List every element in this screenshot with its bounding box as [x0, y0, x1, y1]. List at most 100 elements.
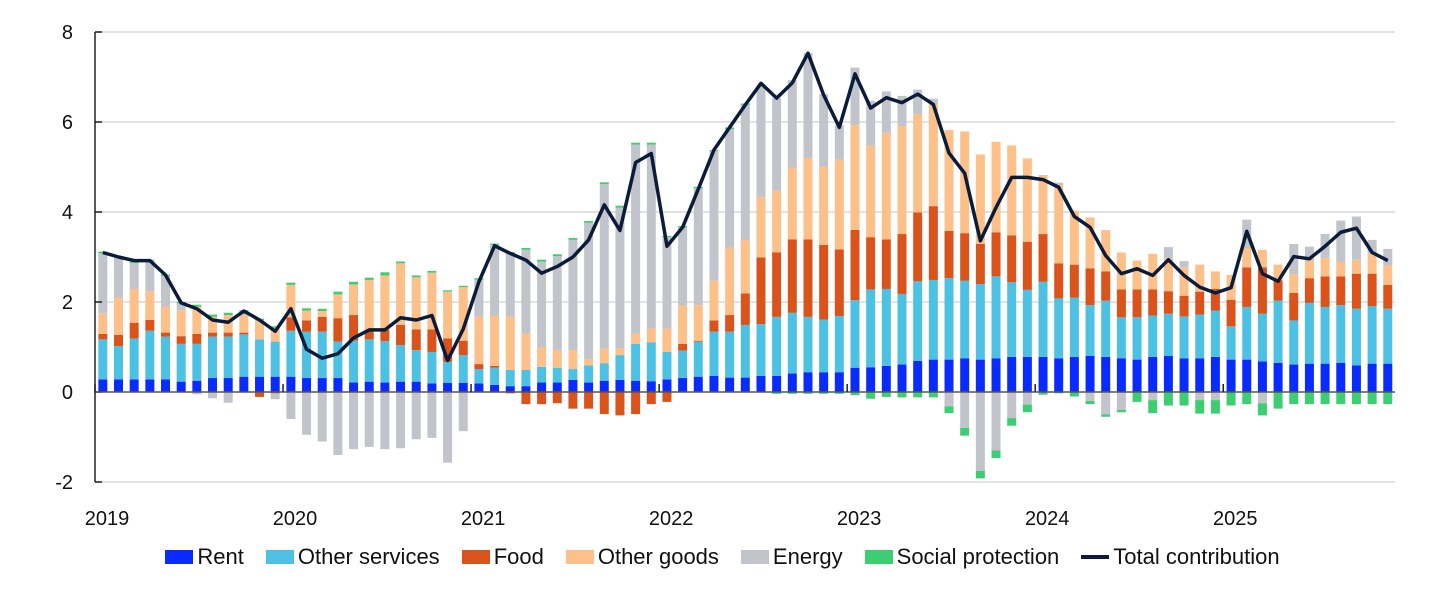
bar-other-services [991, 276, 1001, 359]
bar-rent [1242, 359, 1252, 392]
bar-energy [1304, 246, 1314, 261]
bar-other-services [396, 345, 406, 382]
bar-other-goods [302, 310, 312, 321]
bar-other-services [584, 365, 594, 383]
bar-rent [693, 376, 703, 392]
bar-other-services [1116, 317, 1126, 359]
bar-energy [928, 98, 938, 104]
bar-other-services [411, 350, 421, 382]
bar-food [145, 320, 155, 331]
bar-energy [396, 392, 406, 449]
bar-rent [897, 364, 907, 392]
bar-energy [756, 86, 766, 198]
bar-social-protection [1132, 392, 1142, 402]
bar-social-protection [302, 308, 312, 311]
bar-food [709, 320, 719, 332]
bar-other-goods [1289, 274, 1299, 293]
bar-other-goods [333, 294, 343, 319]
bar-other-services [787, 312, 797, 374]
bar-other-goods [1085, 217, 1095, 269]
bar-energy [991, 392, 1001, 451]
bar-rent [991, 358, 1001, 392]
legend-item-other-services: Other services [265, 544, 440, 570]
bar-other-goods [678, 305, 688, 344]
bar-energy [866, 100, 876, 146]
y-tick-label: -2 [55, 472, 73, 494]
bar-social-protection [1210, 400, 1220, 414]
bar-other-goods [960, 131, 970, 234]
legend-item-rent: Rent [165, 544, 244, 570]
bar-other-goods [834, 159, 844, 250]
bar-other-goods [866, 145, 876, 238]
bar-energy [1101, 392, 1111, 415]
bar-social-protection [223, 312, 233, 316]
bar-social-protection [1101, 414, 1111, 417]
bar-energy [521, 249, 531, 334]
bar-energy [850, 67, 860, 126]
bar-other-services [834, 315, 844, 373]
bar-other-goods [537, 347, 547, 367]
bar-other-goods [881, 132, 891, 240]
bar-other-services [1242, 306, 1252, 360]
bar-other-services [458, 355, 468, 383]
bar-social-protection [646, 142, 656, 145]
bar-food [161, 332, 171, 337]
bar-food [1007, 235, 1017, 283]
bar-other-services [223, 336, 233, 379]
bar-other-services [1210, 310, 1220, 357]
bar-energy [693, 188, 703, 306]
bar-rent [615, 379, 625, 392]
y-tick-label: 4 [62, 202, 73, 224]
bar-energy [223, 392, 233, 403]
bar-social-protection [458, 285, 468, 288]
bar-rent [1320, 363, 1330, 392]
bar-food [928, 206, 938, 280]
bar-social-protection [1257, 403, 1267, 416]
bar-energy [615, 207, 625, 349]
bar-food [192, 333, 202, 344]
bar-social-protection [443, 290, 453, 292]
legend-label: Energy [772, 544, 843, 569]
bar-rent [1085, 356, 1095, 392]
bar-social-protection [270, 326, 280, 328]
bar-energy [678, 227, 688, 306]
bar-social-protection [1383, 392, 1393, 405]
bar-social-protection [521, 248, 531, 250]
bar-energy [975, 392, 985, 471]
bar-energy [443, 392, 453, 463]
bar-other-services [819, 319, 829, 373]
bar-energy [1038, 175, 1048, 176]
bar-rent [349, 382, 359, 392]
bar-other-goods [129, 288, 139, 323]
bar-energy [834, 125, 844, 160]
bar-other-services [756, 324, 766, 376]
bar-food [913, 212, 923, 282]
bar-rent [114, 379, 124, 392]
legend-label: Food [493, 544, 544, 569]
bar-other-goods [928, 104, 938, 207]
bar-other-goods [490, 315, 500, 366]
bar-rent [505, 386, 515, 392]
bar-other-goods [552, 350, 562, 368]
bar-energy [192, 392, 202, 395]
bar-other-services [505, 369, 515, 387]
legend-swatch [740, 550, 769, 564]
x-tick-label: 2025 [1213, 508, 1258, 530]
bar-other-goods [1069, 210, 1079, 265]
bar-food [443, 338, 453, 362]
bar-other-goods [1022, 158, 1032, 242]
legend-item-total-contribution: Total contribution [1081, 544, 1280, 570]
bar-energy [819, 94, 829, 167]
bar-other-services [239, 334, 249, 377]
bar-food [1320, 276, 1330, 307]
legend-swatch [265, 550, 294, 564]
bar-food [239, 332, 249, 335]
bar-other-goods [772, 190, 782, 253]
bar-rent [223, 378, 233, 392]
bar-social-protection [1148, 400, 1158, 414]
x-tick-label: 2021 [461, 508, 506, 530]
bar-other-services [725, 331, 735, 378]
bar-food [333, 318, 343, 342]
x-tick-label: 2022 [649, 508, 694, 530]
bar-social-protection [1116, 410, 1126, 413]
